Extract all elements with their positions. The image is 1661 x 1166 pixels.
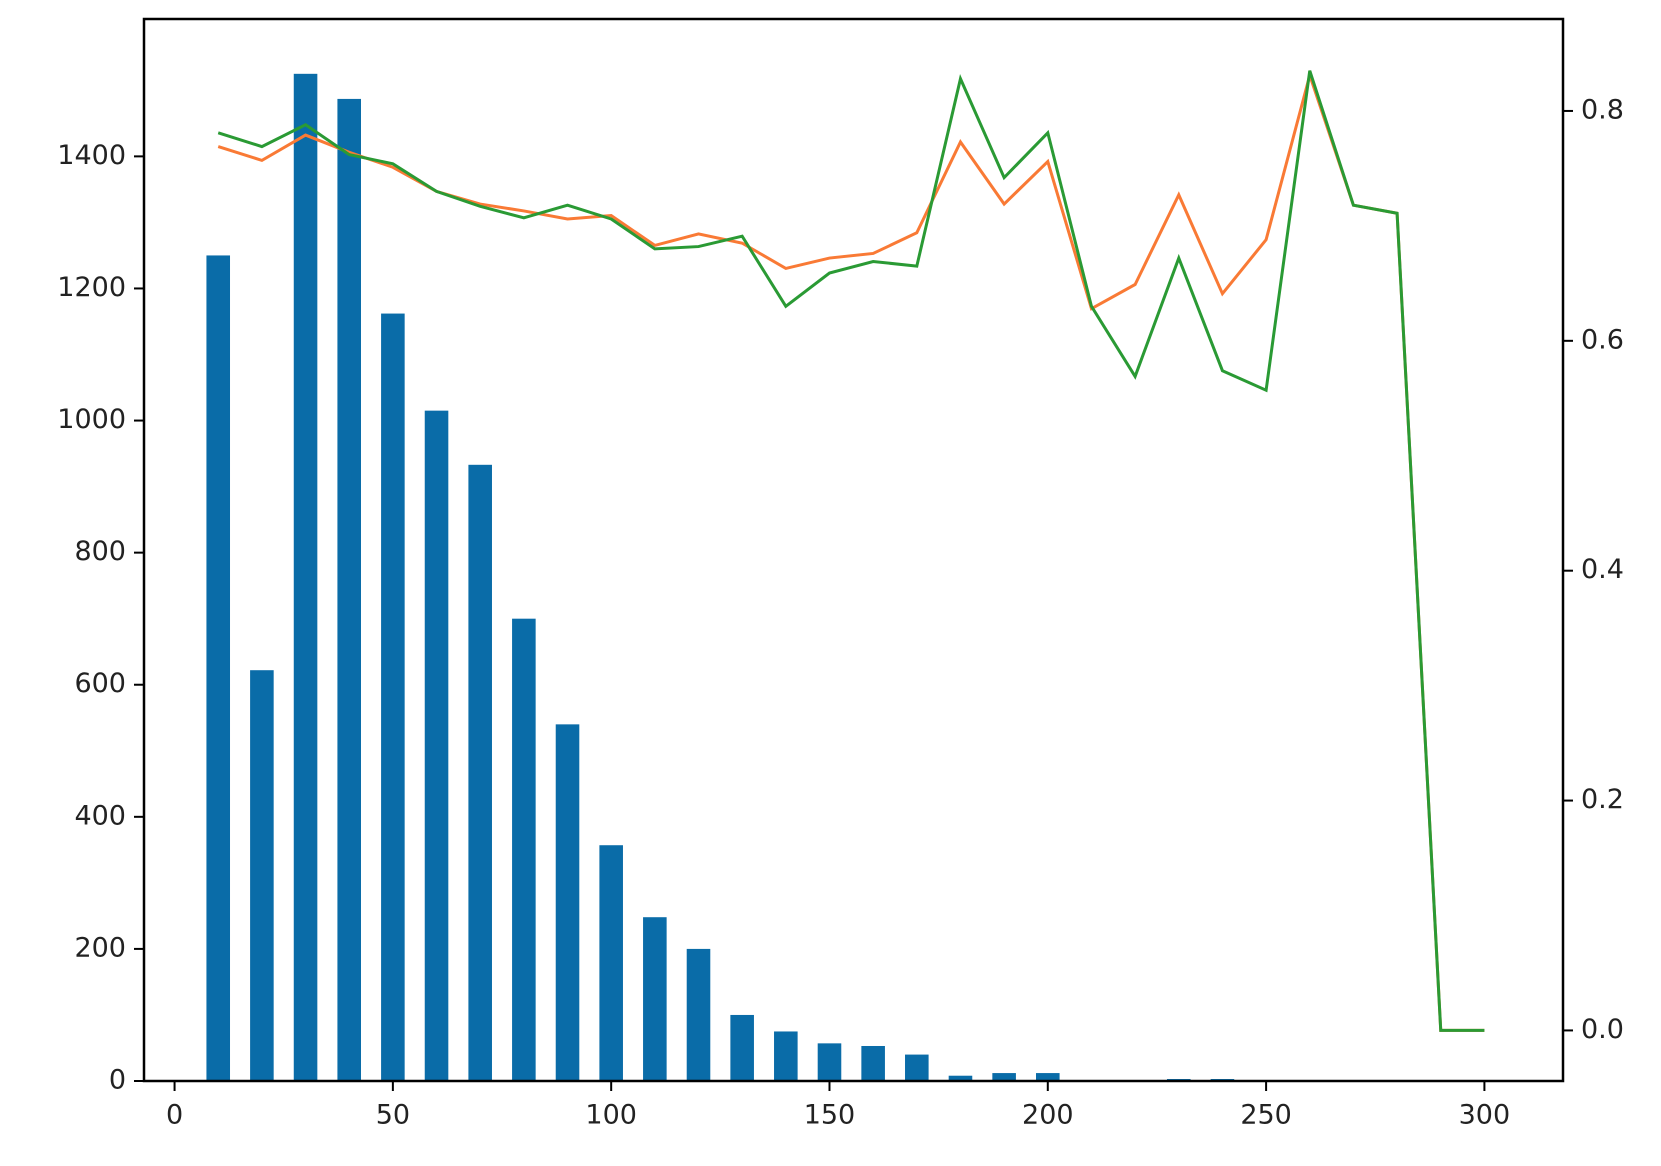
x-tick-label: 150	[804, 1100, 856, 1131]
y2-tick-label: 0.8	[1581, 94, 1624, 125]
bar	[686, 948, 711, 1081]
y2-tick-label: 0.0	[1581, 1014, 1624, 1045]
bar	[555, 724, 580, 1081]
y-tick-label: 1400	[57, 140, 126, 171]
bar	[206, 255, 231, 1081]
bar	[599, 845, 623, 1081]
bar	[774, 1031, 798, 1081]
y-tick-label: 200	[74, 932, 126, 963]
y2-tick-label: 0.2	[1581, 784, 1624, 815]
bar	[948, 1075, 973, 1081]
y-tick-label: 600	[74, 668, 126, 699]
y-tick-label: 1200	[57, 272, 126, 303]
bar	[468, 464, 492, 1081]
bar	[861, 1045, 885, 1081]
x-tick-label: 300	[1459, 1100, 1511, 1131]
bar	[424, 410, 449, 1081]
y2-tick-label: 0.6	[1581, 324, 1624, 355]
y2-tick-label: 0.4	[1581, 554, 1624, 585]
bar	[905, 1054, 929, 1081]
bar	[730, 1014, 754, 1081]
bar	[1036, 1073, 1060, 1081]
bar	[992, 1073, 1016, 1081]
bar	[817, 1043, 842, 1081]
bar	[250, 670, 274, 1081]
x-tick-label: 50	[376, 1100, 410, 1131]
bar	[643, 917, 667, 1081]
bar	[293, 73, 318, 1082]
plot-frame	[142, 17, 1565, 1083]
y-tick-label: 1000	[57, 404, 126, 435]
x-tick-label: 200	[1022, 1100, 1074, 1131]
x-tick-label: 100	[585, 1100, 637, 1131]
x-tick-label: 0	[166, 1100, 183, 1131]
bar	[337, 98, 361, 1081]
bar	[381, 313, 405, 1081]
y-tick-label: 400	[74, 800, 126, 831]
y-tick-label: 0	[109, 1065, 126, 1096]
bar	[512, 618, 536, 1081]
y-tick-label: 800	[74, 536, 126, 567]
line	[217, 70, 1485, 1032]
x-tick-label: 250	[1240, 1100, 1292, 1131]
line	[217, 70, 1485, 1032]
